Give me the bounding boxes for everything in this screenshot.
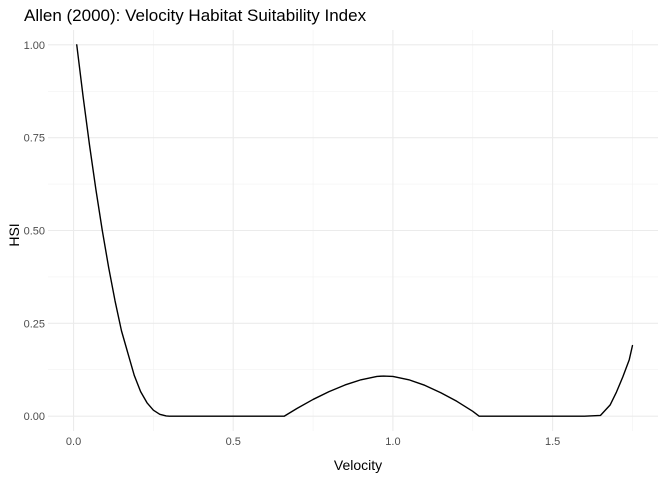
y-tick-label: 0.00 bbox=[24, 411, 45, 423]
tick-layer: 0.0 0.5 1.0 1.5 0.00 0.25 0.50 0.75 1.00 bbox=[24, 40, 561, 448]
series-line bbox=[76, 44, 634, 417]
y-axis-title: HSI bbox=[6, 223, 22, 246]
x-tick-label: 1.0 bbox=[385, 436, 400, 448]
y-tick-label: 0.25 bbox=[24, 318, 45, 330]
x-tick-label: 1.5 bbox=[545, 436, 560, 448]
chart-title: Allen (2000): Velocity Habitat Suitabili… bbox=[24, 6, 367, 25]
data-layer bbox=[76, 44, 634, 417]
x-tick-label: 0.5 bbox=[226, 436, 241, 448]
y-tick-label: 0.50 bbox=[24, 226, 45, 238]
x-tick-label: 0.0 bbox=[66, 436, 81, 448]
y-tick-label: 1.00 bbox=[24, 40, 45, 52]
x-axis-title: Velocity bbox=[334, 457, 382, 473]
grid-layer bbox=[48, 30, 658, 431]
y-tick-label: 0.75 bbox=[24, 133, 45, 145]
